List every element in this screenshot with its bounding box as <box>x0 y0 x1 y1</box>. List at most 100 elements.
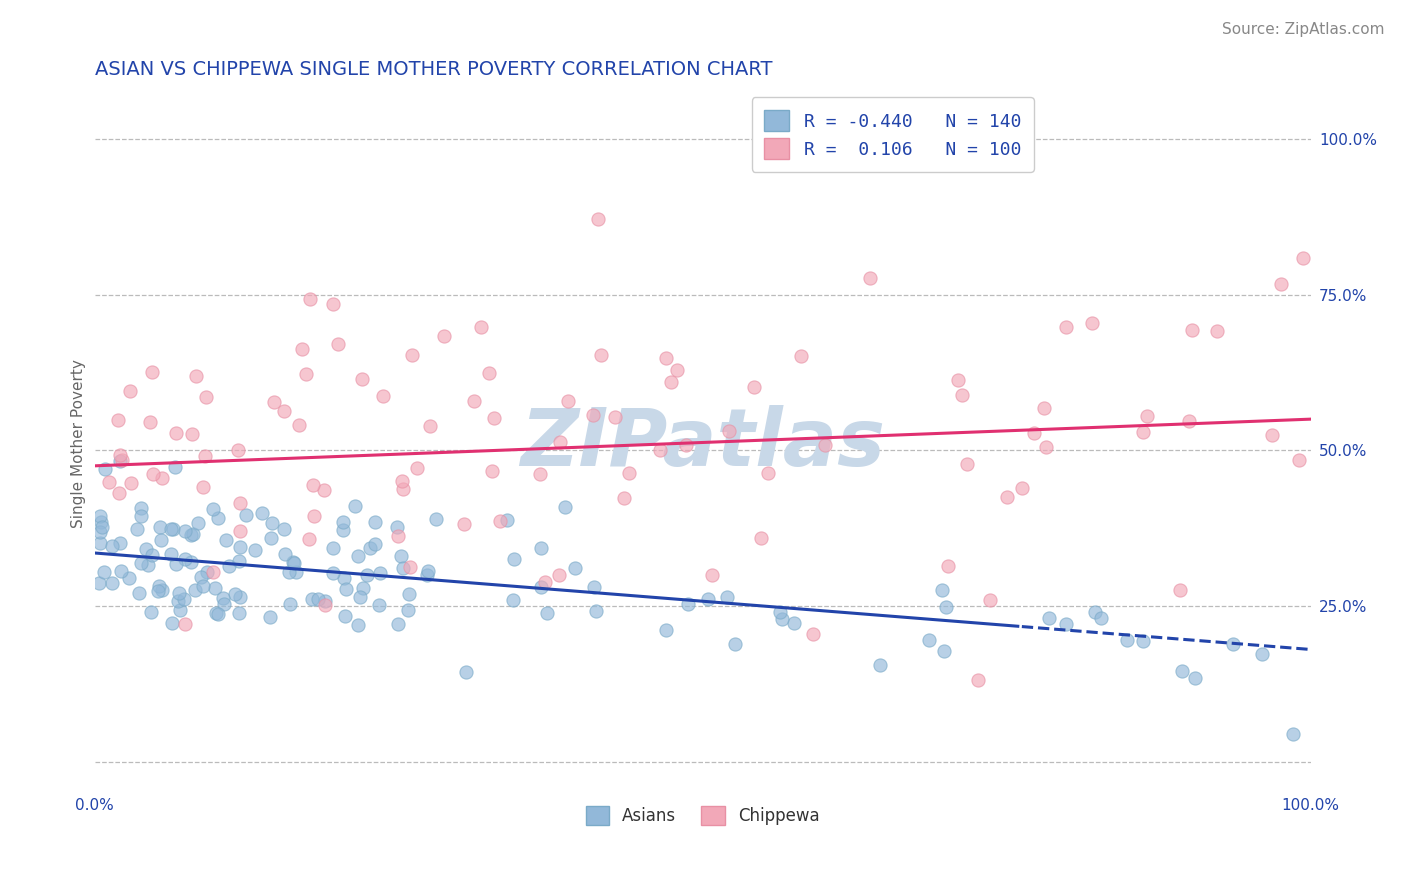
Point <box>931 583 953 598</box>
Point <box>530 580 553 594</box>
Point <box>1136 409 1159 423</box>
Point <box>202 565 225 579</box>
Point <box>589 348 612 362</box>
Point <box>332 515 354 529</box>
Point <box>101 539 124 553</box>
Point <box>477 366 499 380</box>
Point <box>583 580 606 594</box>
Point <box>259 609 281 624</box>
Point <box>260 516 283 530</box>
Legend: Asians, Chippewa: Asians, Chippewa <box>578 797 828 833</box>
Point <box>700 567 723 582</box>
Point <box>212 591 235 605</box>
Point <box>389 549 412 563</box>
Point <box>180 528 202 542</box>
Point <box>125 522 148 536</box>
Text: ASIAN VS CHIPPEWA SINGLE MOTHER POVERTY CORRELATION CHART: ASIAN VS CHIPPEWA SINGLE MOTHER POVERTY … <box>94 60 772 78</box>
Point <box>654 623 676 637</box>
Point <box>783 615 806 630</box>
Point <box>110 564 132 578</box>
Point <box>89 525 111 540</box>
Point <box>107 486 129 500</box>
Point <box>350 372 373 386</box>
Point <box>790 349 813 363</box>
Point <box>135 541 157 556</box>
Point <box>859 271 882 285</box>
Point <box>368 566 391 580</box>
Point <box>1011 481 1033 495</box>
Point <box>110 448 132 462</box>
Point <box>401 348 423 362</box>
Point <box>288 417 311 432</box>
Point <box>108 536 131 550</box>
Point <box>347 549 370 563</box>
Point <box>299 292 322 306</box>
Point <box>1054 320 1077 334</box>
Point <box>554 500 576 514</box>
Point <box>90 520 112 534</box>
Point <box>228 553 250 567</box>
Point <box>529 467 551 481</box>
Point <box>250 507 273 521</box>
Point <box>120 384 142 399</box>
Point <box>405 461 427 475</box>
Point <box>278 566 301 580</box>
Point <box>181 527 204 541</box>
Point <box>530 541 553 556</box>
Point <box>148 579 170 593</box>
Point <box>141 365 163 379</box>
Point <box>273 522 295 536</box>
Point <box>184 583 207 598</box>
Point <box>120 475 142 490</box>
Point <box>936 558 959 573</box>
Y-axis label: Single Mother Poverty: Single Mother Poverty <box>72 359 86 528</box>
Point <box>1090 611 1112 625</box>
Point <box>139 415 162 429</box>
Point <box>207 511 229 525</box>
Point <box>373 389 395 403</box>
Point <box>364 537 387 551</box>
Point <box>314 598 336 612</box>
Point <box>352 581 374 595</box>
Point <box>814 438 837 452</box>
Point <box>603 409 626 424</box>
Point <box>696 591 718 606</box>
Point <box>280 598 302 612</box>
Point <box>302 508 325 523</box>
Point <box>322 566 344 580</box>
Point <box>548 568 571 582</box>
Point <box>948 373 970 387</box>
Point <box>167 586 190 600</box>
Point <box>190 569 212 583</box>
Point <box>564 561 586 575</box>
Point <box>453 517 475 532</box>
Point <box>534 574 557 589</box>
Point <box>918 632 941 647</box>
Text: Source: ZipAtlas.com: Source: ZipAtlas.com <box>1222 22 1385 37</box>
Point <box>297 532 319 546</box>
Point <box>1081 316 1104 330</box>
Point <box>349 590 371 604</box>
Point <box>344 499 367 513</box>
Point <box>326 337 349 351</box>
Point <box>159 547 181 561</box>
Point <box>150 583 173 598</box>
Point <box>93 565 115 579</box>
Point <box>169 603 191 617</box>
Point <box>1206 324 1229 338</box>
Point <box>150 470 173 484</box>
Point <box>385 520 408 534</box>
Point <box>463 394 485 409</box>
Point <box>207 607 229 622</box>
Point <box>769 606 792 620</box>
Point <box>129 500 152 515</box>
Point <box>191 579 214 593</box>
Point <box>995 490 1018 504</box>
Point <box>617 467 640 481</box>
Point <box>1032 401 1054 416</box>
Point <box>586 212 609 227</box>
Point <box>1251 647 1274 661</box>
Point <box>202 501 225 516</box>
Point <box>392 561 415 575</box>
Point <box>167 594 190 608</box>
